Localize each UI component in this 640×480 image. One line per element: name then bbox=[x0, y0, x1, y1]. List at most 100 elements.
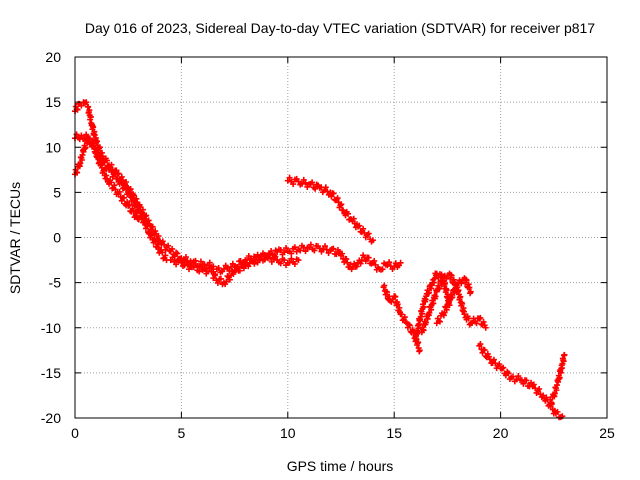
data-point bbox=[297, 247, 304, 254]
data-point bbox=[540, 392, 547, 399]
data-point bbox=[281, 249, 288, 256]
y-tick-label: -10 bbox=[41, 320, 61, 336]
series-arc-m bbox=[546, 351, 568, 408]
data-point bbox=[394, 301, 401, 308]
data-point bbox=[197, 258, 204, 265]
data-point bbox=[281, 257, 288, 264]
x-tick-label: 10 bbox=[280, 425, 296, 441]
data-point bbox=[371, 257, 378, 264]
data-point bbox=[365, 254, 372, 261]
data-point bbox=[467, 288, 474, 295]
data-point bbox=[86, 107, 93, 114]
data-point bbox=[449, 294, 456, 301]
data-point bbox=[103, 175, 110, 182]
data-point bbox=[223, 278, 230, 285]
data-point bbox=[322, 243, 329, 250]
data-point bbox=[360, 225, 367, 232]
data-point bbox=[85, 103, 92, 110]
data-point bbox=[339, 250, 346, 257]
data-point bbox=[245, 263, 252, 270]
data-point bbox=[337, 202, 344, 209]
y-tick-labels: -20 -15 -10 -5 0 5 10 15 20 bbox=[41, 49, 61, 426]
data-point bbox=[240, 265, 247, 272]
data-point bbox=[344, 210, 351, 217]
x-tick-label: 0 bbox=[71, 425, 79, 441]
data-point bbox=[420, 304, 427, 311]
data-point bbox=[174, 250, 181, 257]
data-point bbox=[214, 279, 221, 286]
data-point bbox=[220, 266, 227, 273]
data-point bbox=[309, 179, 316, 186]
data-point bbox=[416, 347, 423, 354]
data-point bbox=[268, 258, 275, 265]
data-point bbox=[384, 289, 391, 296]
data-point bbox=[288, 255, 295, 262]
data-point bbox=[500, 364, 507, 371]
data-point bbox=[302, 248, 309, 255]
data-point bbox=[101, 159, 108, 166]
data-point bbox=[443, 275, 450, 282]
series-arc-e bbox=[210, 251, 302, 288]
x-tick-labels: 0 5 10 15 20 25 bbox=[71, 425, 615, 441]
data-point bbox=[561, 351, 568, 358]
data-point bbox=[277, 247, 284, 254]
data-point bbox=[477, 314, 484, 321]
data-point bbox=[74, 106, 81, 113]
data-point bbox=[481, 347, 488, 354]
data-point bbox=[90, 140, 97, 147]
data-point bbox=[78, 132, 85, 139]
data-point bbox=[496, 361, 503, 368]
data-point bbox=[141, 216, 148, 223]
data-point bbox=[87, 113, 94, 120]
data-point bbox=[86, 135, 93, 142]
data-point bbox=[466, 284, 473, 291]
data-point bbox=[397, 259, 404, 266]
x-axis-label: GPS time / hours bbox=[287, 458, 394, 474]
data-point bbox=[130, 194, 137, 201]
data-point bbox=[159, 238, 166, 245]
y-axis-label: SDTVAR / TECUs bbox=[7, 182, 23, 294]
data-point bbox=[551, 390, 558, 397]
x-tick-label: 5 bbox=[178, 425, 186, 441]
data-point bbox=[425, 289, 432, 296]
data-point bbox=[165, 242, 172, 249]
data-point bbox=[330, 245, 337, 252]
data-point bbox=[357, 260, 364, 267]
data-point bbox=[133, 201, 140, 208]
data-point bbox=[432, 293, 439, 300]
data-point bbox=[107, 165, 114, 172]
data-point bbox=[536, 385, 543, 392]
data-point bbox=[217, 275, 224, 282]
data-point bbox=[192, 262, 199, 269]
x-tick-label: 15 bbox=[386, 425, 402, 441]
data-point bbox=[520, 380, 527, 387]
data-point bbox=[169, 254, 176, 261]
data-point bbox=[295, 178, 302, 185]
data-point bbox=[384, 262, 391, 269]
data-point bbox=[490, 356, 497, 363]
data-point bbox=[108, 179, 115, 186]
data-point bbox=[554, 408, 561, 415]
data-point bbox=[224, 273, 231, 280]
data-point bbox=[448, 272, 455, 279]
data-point bbox=[178, 259, 185, 266]
data-point bbox=[136, 206, 143, 213]
data-point bbox=[386, 259, 393, 266]
data-point bbox=[417, 313, 424, 320]
data-point bbox=[409, 326, 416, 333]
data-point bbox=[155, 233, 162, 240]
data-point bbox=[149, 223, 156, 230]
data-point bbox=[290, 181, 297, 188]
data-point bbox=[324, 188, 331, 195]
data-point bbox=[477, 341, 484, 348]
data-point bbox=[553, 387, 560, 394]
y-tick-label: -20 bbox=[41, 410, 61, 426]
data-point bbox=[484, 350, 491, 357]
data-point bbox=[265, 251, 272, 258]
y-tick-label: 5 bbox=[53, 184, 61, 200]
data-point bbox=[458, 280, 465, 287]
data-point bbox=[211, 272, 218, 279]
data-point bbox=[120, 194, 127, 201]
data-point bbox=[258, 253, 265, 260]
series-arc-i bbox=[412, 270, 453, 345]
